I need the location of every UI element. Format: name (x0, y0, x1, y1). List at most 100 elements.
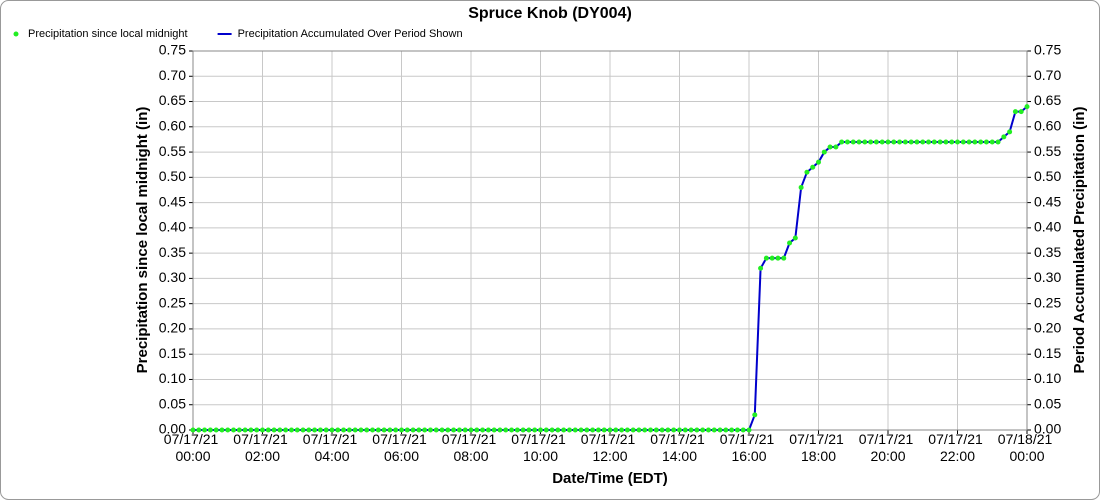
point (816, 159, 821, 165)
point (734, 427, 740, 433)
y2-tick-label: 0.75 (1034, 42, 1061, 58)
x-tick-label: 07/18/21 00:00 (998, 431, 1056, 464)
point (341, 427, 347, 433)
point (595, 427, 601, 433)
x-tick-label: 07/17/21 02:00 (233, 431, 291, 464)
point (978, 139, 984, 145)
point (908, 139, 914, 145)
point (445, 427, 451, 433)
y2-tick-label: 0.05 (1034, 395, 1061, 411)
x-tick-label: 07/17/21 20:00 (859, 431, 917, 464)
point (856, 139, 862, 145)
point (399, 427, 404, 433)
point (943, 139, 949, 145)
point (584, 427, 590, 433)
point (439, 427, 445, 433)
point (288, 427, 294, 433)
point (665, 427, 671, 433)
point (317, 427, 323, 433)
point (902, 139, 908, 145)
point (1024, 104, 1030, 110)
point (543, 427, 549, 433)
y-tick-label: 0.50 (159, 168, 186, 184)
point (740, 427, 746, 433)
x-tick-label: 07/17/21 22:00 (928, 431, 986, 464)
legend-label: Precipitation since local midnight (28, 28, 188, 40)
y-tick-label: 0.65 (159, 92, 186, 108)
point (260, 427, 265, 433)
y-tick-label: 0.15 (159, 345, 186, 361)
point (989, 139, 995, 145)
point (433, 427, 439, 433)
point (532, 427, 538, 433)
point (897, 139, 903, 145)
point (1001, 134, 1007, 140)
point (931, 139, 937, 145)
point (775, 255, 781, 261)
point (248, 427, 254, 433)
point (677, 427, 682, 433)
y-axis-title: Precipitation since local midnight (in) (134, 107, 151, 374)
point (271, 427, 277, 433)
point (949, 139, 955, 145)
point (283, 427, 289, 433)
y-tick-label: 0.05 (159, 395, 186, 411)
point (636, 427, 642, 433)
point (236, 427, 242, 433)
y2-tick-label: 0.30 (1034, 269, 1061, 285)
y2-tick-label: 0.60 (1034, 118, 1061, 134)
y2-tick-label: 0.20 (1034, 320, 1061, 336)
point (196, 427, 202, 433)
point (572, 427, 578, 433)
point (514, 427, 520, 433)
point (456, 427, 462, 433)
point (792, 235, 798, 241)
point (821, 149, 827, 155)
y2-tick-label: 0.55 (1034, 143, 1061, 159)
point (474, 427, 480, 433)
point (937, 139, 943, 145)
point (526, 427, 532, 433)
point (416, 427, 422, 433)
point (850, 139, 856, 145)
point (1012, 109, 1018, 115)
x-tick-label: 07/17/21 06:00 (372, 431, 430, 464)
point (682, 427, 688, 433)
point (294, 427, 300, 433)
point (926, 139, 932, 145)
point (561, 427, 567, 433)
point (312, 427, 318, 433)
x-tick-label: 07/17/21 14:00 (650, 431, 708, 464)
y2-tick-label: 0.35 (1034, 244, 1061, 260)
point (404, 427, 410, 433)
point (995, 139, 1001, 145)
x-tick-label: 07/17/21 12:00 (581, 431, 639, 464)
point (538, 427, 543, 433)
point (613, 427, 619, 433)
point (688, 427, 694, 433)
point (335, 427, 341, 433)
y-tick-label: 0.10 (159, 370, 186, 386)
y2-tick-label: 0.40 (1034, 219, 1061, 235)
point (225, 427, 231, 433)
point (891, 139, 897, 145)
point (254, 427, 260, 433)
point (1018, 109, 1024, 115)
point (752, 412, 758, 418)
point (346, 427, 352, 433)
point (868, 139, 874, 145)
point (242, 427, 248, 433)
y-tick-label: 0.55 (159, 143, 186, 159)
point (590, 427, 596, 433)
point (190, 427, 196, 433)
point (265, 427, 271, 433)
point (387, 427, 393, 433)
y-tick-label: 0.30 (159, 269, 186, 285)
point (839, 139, 845, 145)
point (885, 139, 891, 145)
y2-tick-label: 0.10 (1034, 370, 1061, 386)
x-tick-label: 07/17/21 10:00 (511, 431, 569, 464)
point (717, 427, 723, 433)
point (827, 144, 833, 150)
